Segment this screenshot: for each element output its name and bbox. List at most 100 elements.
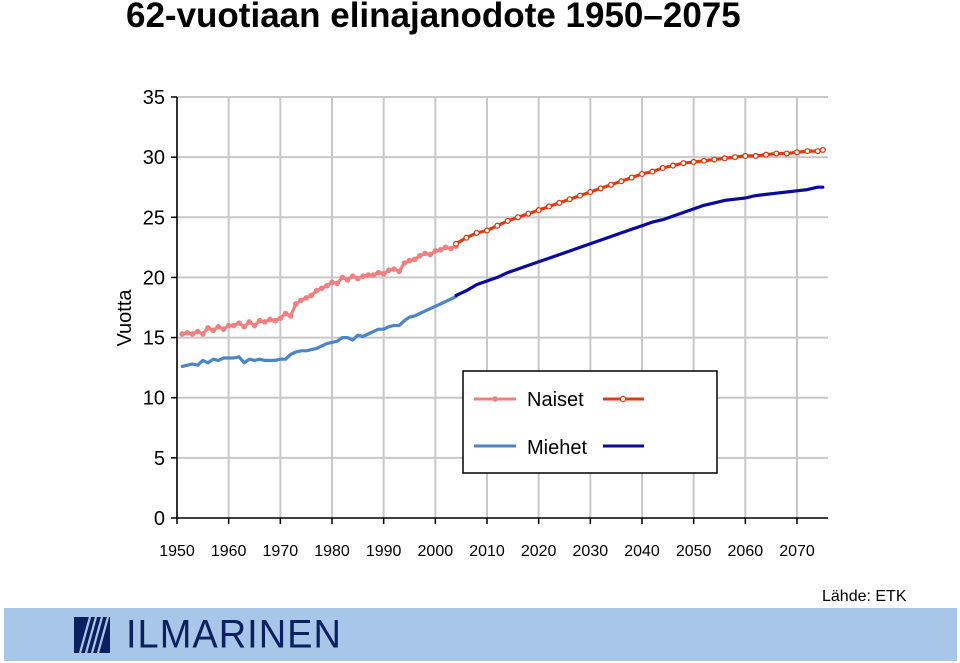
naiset-point	[380, 271, 387, 277]
y-tick-label: 30	[143, 147, 165, 169]
x-tick-label: 2040	[624, 543, 660, 560]
naiset-point	[628, 174, 635, 181]
x-tick-label: 1950	[159, 543, 195, 560]
naiset-point	[649, 168, 656, 175]
legend: Naiset Miehet	[462, 370, 718, 474]
naiset-point	[473, 229, 480, 236]
naiset-point	[437, 246, 444, 253]
naiset-point	[324, 283, 330, 289]
legend-label-miehet: Miehet	[527, 437, 587, 459]
naiset-point	[313, 287, 320, 294]
naiset-point	[386, 267, 392, 274]
naiset-point	[483, 227, 491, 234]
naiset-point	[215, 323, 222, 330]
naiset-point	[298, 297, 304, 304]
naiset-point	[277, 315, 284, 322]
naiset-point	[417, 252, 423, 259]
y-tick-labels: 0 5 10 15 20 25 30 35	[143, 87, 165, 530]
life-expectancy-chart: 0 5 10 15 20 25 30 35 1950 1960 1970 1980 1990 2000 2…	[114, 87, 828, 560]
naiset-point	[690, 158, 697, 166]
naiset-point	[566, 196, 573, 203]
naiset-point	[287, 313, 294, 319]
legend-box	[462, 370, 718, 474]
naiset-point	[762, 151, 770, 158]
naiset-point	[422, 250, 428, 257]
naiset-point	[401, 260, 408, 266]
legend-label-naiset: Naiset	[527, 389, 584, 411]
naiset-point	[427, 251, 433, 258]
naiset-point	[432, 248, 439, 254]
naiset-point	[442, 244, 449, 251]
x-tick-label: 2010	[469, 543, 505, 560]
naiset-point	[452, 240, 460, 247]
legend-naiset-proj-marker	[619, 395, 627, 403]
naiset-point	[349, 273, 356, 280]
naiset-point	[576, 192, 584, 199]
x-tick-label: 1990	[366, 543, 402, 560]
naiset-point	[618, 178, 625, 185]
y-tick-label: 0	[154, 508, 165, 530]
naiset-point	[329, 279, 335, 286]
naiset-point	[220, 326, 227, 332]
naiset-point	[344, 277, 351, 283]
naiset-point	[535, 207, 542, 214]
y-axis-label: Vuotta	[114, 289, 136, 347]
naiset-point	[241, 323, 247, 330]
source-note: Lähde: ETK	[822, 588, 907, 605]
naiset-point	[375, 269, 382, 276]
naiset-point	[360, 273, 366, 280]
naiset-point	[262, 319, 268, 325]
logo-wordmark: ILMARINEN	[126, 612, 342, 657]
naiset-point	[225, 322, 232, 329]
naiset-point	[251, 322, 258, 329]
x-tick-label: 2070	[779, 543, 815, 560]
naiset-point	[556, 199, 563, 206]
y-tick-label: 25	[143, 207, 165, 229]
legend-naiset-hist-marker	[492, 396, 498, 402]
miehet-historical-line	[180, 295, 458, 368]
x-tick-labels: 1950 1960 1970 1980 1990 2000 2010 2020 2030 2040…	[159, 543, 815, 560]
naiset-point	[587, 188, 594, 196]
naiset-point	[293, 301, 299, 307]
x-tick-label: 2060	[728, 543, 764, 560]
naiset-point	[370, 272, 377, 278]
ilmarinen-logo: ILMARINEN	[74, 612, 342, 657]
y-tick-label: 5	[154, 448, 165, 470]
naiset-point	[308, 292, 315, 299]
naiset-point	[607, 181, 615, 188]
naiset-point	[282, 310, 289, 317]
x-tick-label: 1980	[314, 543, 350, 560]
naiset-point	[638, 170, 646, 178]
naiset-point	[406, 257, 413, 264]
naiset-point	[318, 285, 325, 292]
x-tick-label: 2030	[573, 543, 609, 560]
naiset-point	[804, 148, 811, 155]
naiset-point	[391, 266, 397, 272]
naiset-point	[463, 234, 470, 241]
naiset-point	[365, 272, 371, 278]
naiset-point	[752, 152, 759, 159]
naiset-point	[514, 214, 522, 221]
naiset-projection-line	[454, 148, 825, 246]
naiset-point	[267, 316, 273, 323]
chart-title: 62-vuotiaan elinajanodote 1950–2075	[126, 0, 741, 35]
naiset-point	[597, 185, 604, 192]
naiset-point	[711, 156, 718, 163]
naiset-point	[179, 331, 185, 337]
naiset-point	[448, 245, 454, 252]
naiset-point	[680, 160, 687, 167]
x-tick-label: 2050	[676, 543, 712, 560]
miehet-projection-line	[454, 185, 825, 298]
naiset-point	[494, 222, 501, 229]
naiset-point	[819, 146, 826, 153]
naiset-point	[545, 203, 553, 210]
y-tick-label: 20	[143, 267, 165, 289]
naiset-point	[205, 325, 211, 331]
naiset-point	[793, 149, 801, 156]
naiset-point	[700, 157, 708, 164]
naiset-point	[773, 150, 780, 157]
naiset-point	[256, 317, 263, 324]
naiset-point	[411, 256, 418, 263]
naiset-point	[814, 148, 821, 155]
naiset-point	[184, 329, 191, 336]
